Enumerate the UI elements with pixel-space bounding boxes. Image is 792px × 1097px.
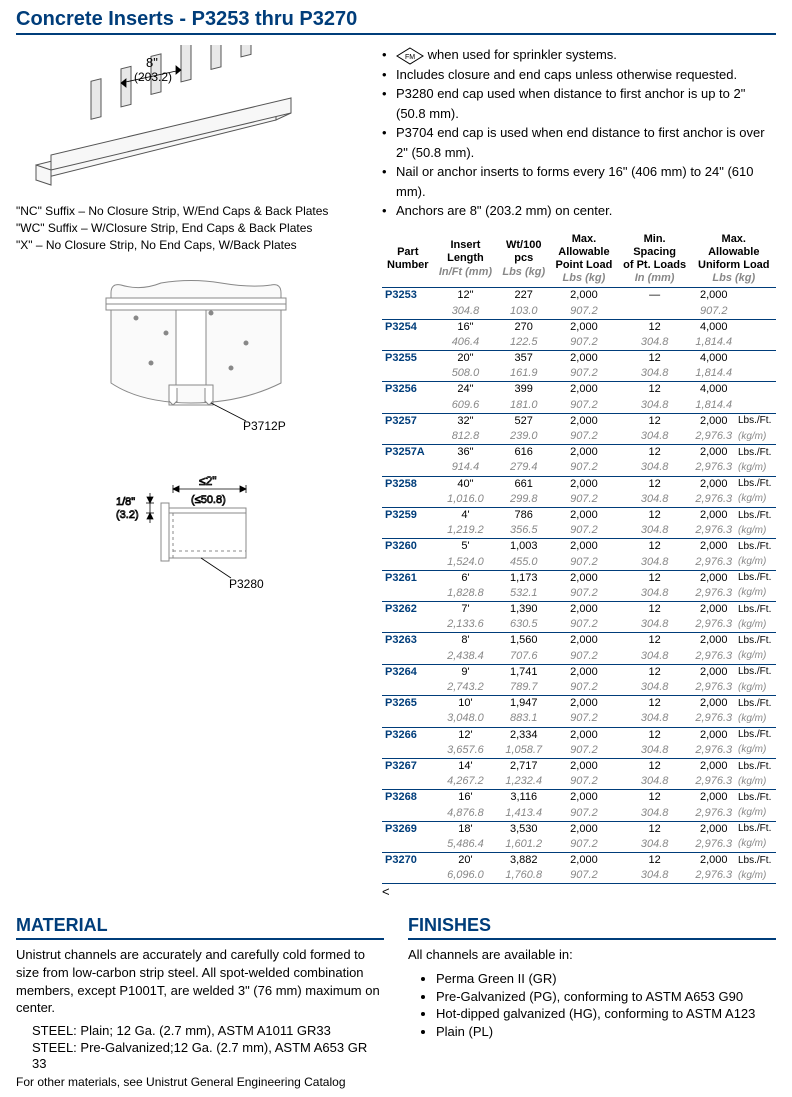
table-row: P326714'2,7172,000122,000Lbs./Ft. [382,758,776,774]
table-row-metric: 1,016.0299.8907.2304.82,976.3(kg/m) [382,492,776,508]
table-row-metric: 6,096.01,760.8907.2304.82,976.3(kg/m) [382,868,776,884]
table-row: P32649'1,7412,000122,000Lbs./Ft. [382,664,776,680]
table-row: P32616'1,1732,000122,000Lbs./Ft. [382,570,776,586]
table-row: P326918'3,5302,000122,000Lbs./Ft. [382,821,776,837]
endcap-diagram: ≤2" (≤50.8) 1/8" (3.2) P3280 [91,473,291,603]
finishes-section: FINISHES All channels are available in: … [408,915,776,1089]
svg-text:FM: FM [405,54,415,61]
table-row: P326612'2,3342,000122,000Lbs./Ft. [382,727,776,743]
table-row-metric: 508.0161.9907.2304.81,814.4 [382,366,776,382]
table-row-metric: 609.6181.0907.2304.81,814.4 [382,398,776,414]
table-row-metric: 914.4279.4907.2304.82,976.3(kg/m) [382,460,776,476]
table-header: PartNumber InsertLengthIn/Ft (mm) Wt/100… [382,231,776,288]
material-section: MATERIAL Unistrut channels are accuratel… [16,915,384,1089]
table-row: P327020'3,8822,000122,000Lbs./Ft. [382,853,776,869]
table-row-metric: 2,438.4707.6907.2304.82,976.3(kg/m) [382,649,776,665]
svg-text:P3712P: P3712P [243,419,286,433]
table-row: P325520"3572,000124,000 [382,351,776,367]
table-row: P325312"2272,000—2,000 [382,288,776,304]
table-row: P325416"2702,000124,000 [382,319,776,335]
table-row: P32605'1,0032,000122,000Lbs./Ft. [382,539,776,555]
specs-table: PartNumber InsertLengthIn/Ft (mm) Wt/100… [382,231,776,885]
table-row-metric: 5,486.41,601.2907.2304.82,976.3(kg/m) [382,837,776,853]
svg-text:≤2": ≤2" [199,474,217,488]
svg-text:(≤50.8): (≤50.8) [191,494,226,506]
svg-text:1/8": 1/8" [116,496,135,508]
table-row: P325732"5272,000122,000Lbs./Ft. [382,413,776,429]
table-row-metric: 1,828.8532.1907.2304.82,976.3(kg/m) [382,586,776,602]
channel-diagram: 8" (203.2) [16,45,316,195]
table-row-metric: 3,657.61,058.7907.2304.82,976.3(kg/m) [382,743,776,759]
table-row-metric: 406.4122.5907.2304.81,814.4 [382,335,776,351]
table-row: P326816'3,1162,000122,000Lbs./Ft. [382,790,776,806]
material-title: MATERIAL [16,915,384,940]
table-row-metric: 2,133.6630.5907.2304.82,976.3(kg/m) [382,617,776,633]
table-row: P32627'1,3902,000122,000Lbs./Ft. [382,602,776,618]
suffix-notes: "NC" Suffix – No Closure Strip, W/End Ca… [16,203,366,253]
table-row: P326510'1,9472,000122,000Lbs./Ft. [382,696,776,712]
notes-list: •FM when used for sprinkler systems. •In… [382,45,776,221]
table-row-metric: 1,524.0455.0907.2304.82,976.3(kg/m) [382,555,776,571]
table-row: P325840"6612,000122,000Lbs./Ft. [382,476,776,492]
cross-section-diagram: P3712P [91,273,291,453]
table-row-metric: 3,048.0883.1907.2304.82,976.3(kg/m) [382,711,776,727]
dim8: 8" [146,55,158,70]
svg-text:(3.2): (3.2) [116,509,139,521]
table-row-metric: 4,876.81,413.4907.2304.82,976.3(kg/m) [382,806,776,822]
table-row: P32638'1,5602,000122,000Lbs./Ft. [382,633,776,649]
table-row-metric: 4,267.21,232.4907.2304.82,976.3(kg/m) [382,774,776,790]
finishes-title: FINISHES [408,915,776,940]
svg-text:P3280: P3280 [229,577,264,591]
table-row: P32594'7862,000122,000Lbs./Ft. [382,507,776,523]
table-row: P3257A36"6162,000122,000Lbs./Ft. [382,445,776,461]
page-title: Concrete Inserts - P3253 thru P3270 [16,8,776,35]
table-row-metric: 1,219.2356.5907.2304.82,976.3(kg/m) [382,523,776,539]
dim8mm: (203.2) [134,70,172,84]
table-row-metric: 2,743.2789.7907.2304.82,976.3(kg/m) [382,680,776,696]
table-row-metric: 304.8103.0907.2907.2 [382,304,776,320]
table-row: P325624"3992,000124,000 [382,382,776,398]
table-row-metric: 812.8239.0907.2304.82,976.3(kg/m) [382,429,776,445]
